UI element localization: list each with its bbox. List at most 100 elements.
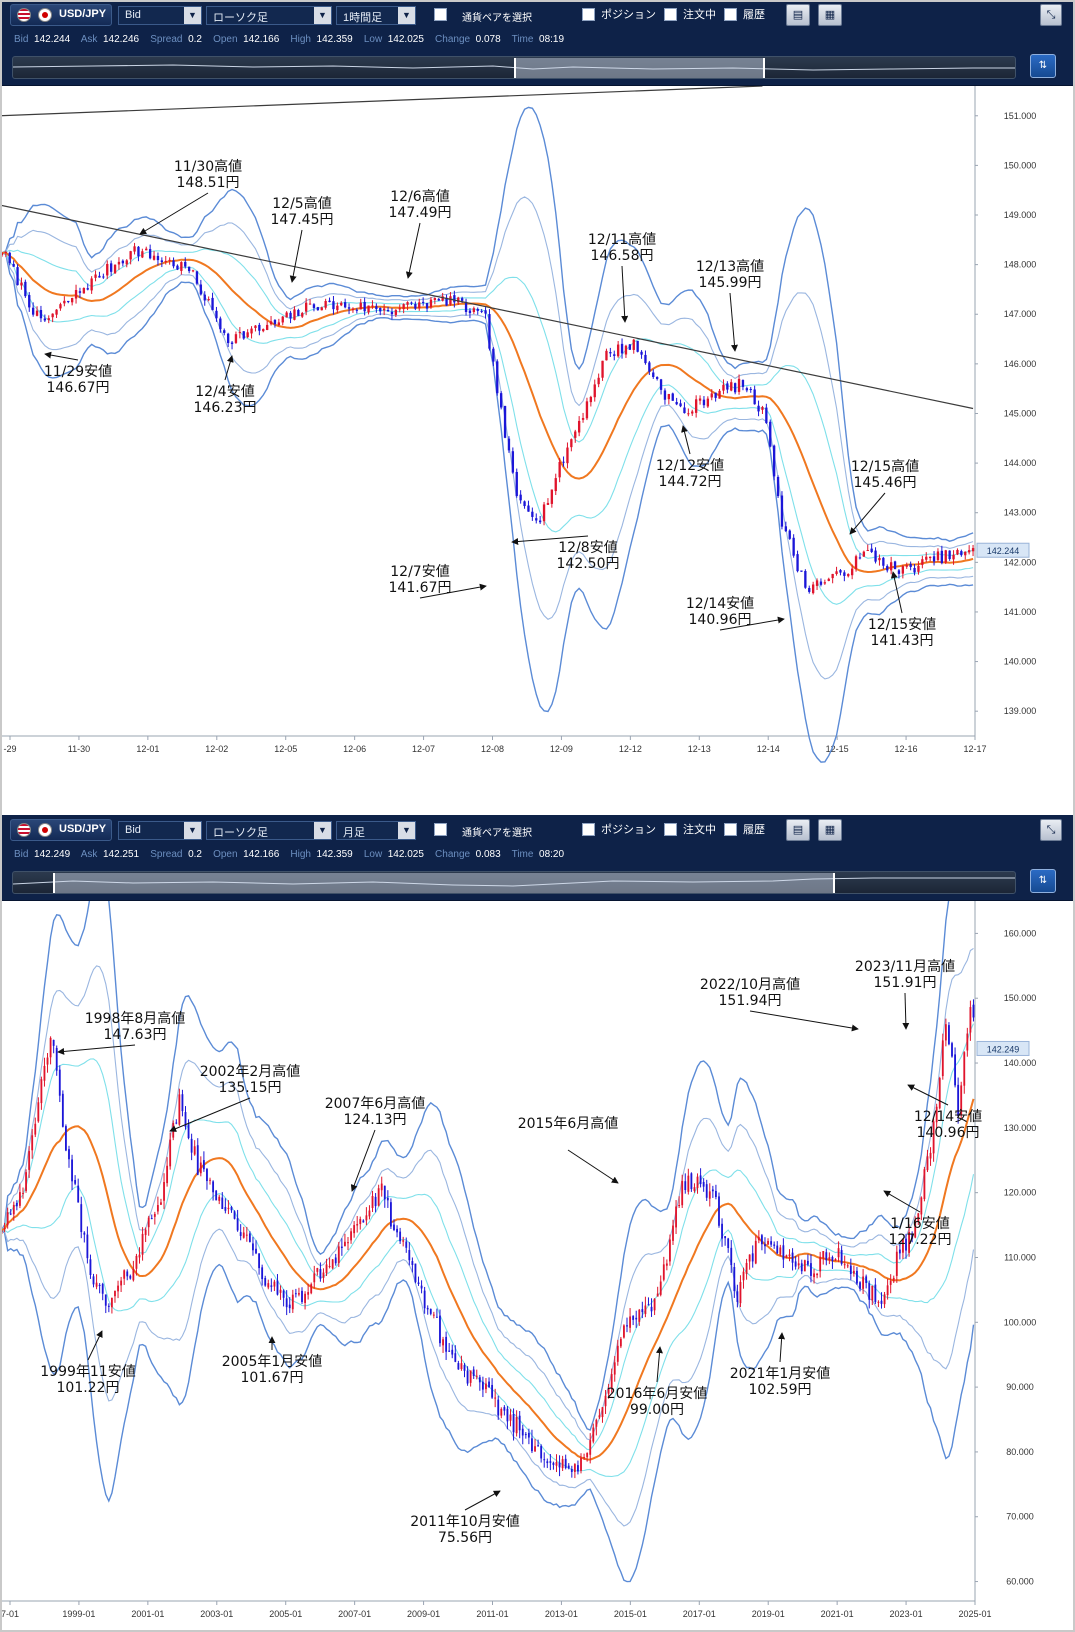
timeframe-select[interactable]: 月足 ▼ [336,821,416,840]
candle-body [375,306,378,310]
candle [6,1207,9,1229]
bollinger-midline [1,251,974,574]
candle [678,1196,681,1208]
candle [760,1233,763,1251]
candle-body [242,331,245,339]
candle-body [963,1052,966,1086]
candle-body [190,1138,193,1153]
candle-body [791,1252,794,1263]
collapse-button[interactable]: ⤡ [1040,4,1062,26]
candle-body [711,1189,714,1192]
annotation-label: 12/5高値 [272,195,331,212]
candle [394,308,398,318]
chart-layout-button[interactable]: ▦ [818,819,842,841]
candle [583,1453,585,1460]
y-tick-label: 139.000 [1004,706,1037,716]
trendline[interactable] [0,86,763,117]
navigator-window[interactable] [514,58,765,78]
history-checkbox[interactable] [724,823,737,836]
candle [944,1018,947,1047]
candle-body [12,1204,15,1215]
candle-body [764,1244,766,1247]
candle-body [331,1259,334,1269]
candle-body [834,1258,837,1261]
candle [429,1308,432,1316]
price-side-select[interactable]: Bid ▼ [118,6,202,25]
plot-area[interactable] [0,86,975,736]
position-checkbox[interactable] [582,823,595,836]
candle-body [20,282,23,286]
candle-body [628,344,632,350]
chart-settings-button[interactable]: ▤ [786,819,810,841]
candle [3,1222,6,1233]
candle-body [152,255,156,260]
candle [445,1331,448,1360]
candle [328,1257,331,1269]
orders-checkbox[interactable] [664,8,677,21]
chart-layout-button[interactable]: ▦ [818,4,842,26]
plot-area[interactable] [0,901,975,1601]
candle-body [24,281,27,297]
candle [285,311,288,318]
candle-body [269,321,273,325]
currency-pair-selector[interactable]: USD/JPY [10,819,112,841]
candle [8,251,11,266]
candle-body [110,1297,113,1308]
orders-checkbox[interactable] [664,823,677,836]
x-tick-label: 2017-01 [683,1609,716,1619]
candle-body [301,313,304,317]
collapse-button[interactable]: ⤡ [1040,819,1062,841]
chart-type-select[interactable]: ローソク足 ▼ [206,6,332,25]
candle-body [854,556,858,569]
candle-body [163,1182,165,1201]
x-tick-label: 2007-01 [338,1609,371,1619]
navigator-window[interactable] [53,873,835,893]
candle-body [803,1260,806,1272]
candle [61,1090,64,1128]
candle-body [281,316,284,323]
price-side-value: Bid [125,9,141,21]
candle-body [365,1215,368,1221]
chart-navigator[interactable] [12,56,1016,79]
candle-body [34,1123,37,1135]
candle [190,1133,193,1161]
bid-key: Bid [14,849,29,860]
candle [129,250,132,265]
candle [694,395,698,418]
pair-select-checkbox[interactable] [434,823,447,836]
timeframe-select[interactable]: 1時間足 ▼ [336,6,416,25]
candle [246,329,249,339]
candle [754,1235,757,1265]
candle-body [940,550,944,564]
currency-pair-selector[interactable]: USD/JPY [10,4,112,26]
candle [324,298,327,310]
candle-body [187,1124,190,1139]
pair-select-checkbox[interactable] [434,8,447,21]
candle [638,1308,641,1326]
candle-body [264,1278,267,1286]
candle [858,553,862,560]
price-side-select[interactable]: Bid ▼ [118,821,202,840]
candle-body [542,504,546,522]
candle [454,1345,457,1363]
candle-body [609,352,612,354]
chart-navigator[interactable] [12,871,1016,894]
candle-body [337,1246,340,1264]
candle [691,409,694,416]
trendline[interactable] [0,204,974,410]
candle-body [224,1207,227,1211]
candle [291,1289,294,1313]
zoom-toggle-button[interactable]: ⇅ [1030,869,1056,893]
chart-settings-button[interactable]: ▤ [786,4,810,26]
zoom-toggle-button[interactable]: ⇅ [1030,54,1056,78]
history-checkbox[interactable] [724,8,737,21]
x-tick-label: 2005-01 [269,1609,302,1619]
chart-type-select[interactable]: ローソク足 ▼ [206,821,332,840]
candle-body [537,1445,540,1447]
spread-value: 0.2 [188,849,202,860]
position-checkbox[interactable] [582,8,595,21]
candle [816,1272,819,1279]
